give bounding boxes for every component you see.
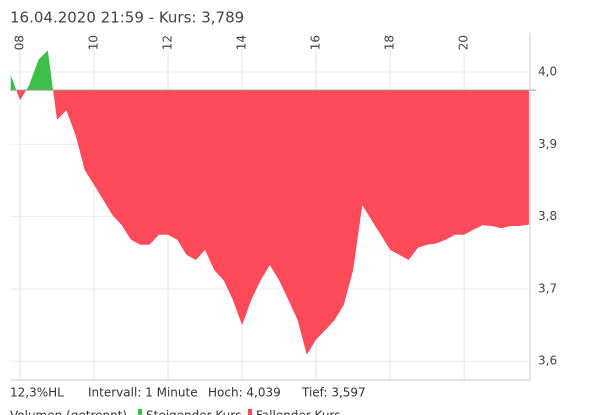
legend-label: Steigender Kurs — [146, 409, 241, 415]
x-tick-label: 12 — [161, 35, 175, 50]
legend-swatch — [138, 409, 142, 415]
y-tick-label: 3,9 — [538, 137, 557, 151]
info-text: Tief: 3,597 — [301, 386, 366, 400]
x-tick-label: 08 — [12, 35, 26, 50]
x-tick-label: 16 — [309, 35, 323, 50]
info-text: Hoch: 4,039 — [208, 386, 281, 400]
y-tick-label: 3,8 — [538, 209, 557, 223]
x-tick-label: 10 — [87, 35, 101, 50]
x-tick-label: 14 — [235, 35, 249, 50]
x-tick-label: 18 — [383, 35, 397, 50]
x-tick-label: 20 — [457, 35, 471, 50]
y-tick-label: 4,0 — [538, 65, 557, 79]
info-text: 12,3%HL — [10, 386, 64, 400]
y-tick-label: 3,6 — [538, 354, 557, 368]
y-tick-label: 3,7 — [538, 281, 557, 295]
legend-swatch — [248, 409, 252, 415]
info-text: Intervall: 1 Minute — [88, 386, 198, 400]
legend-label: Fallender Kurs — [256, 409, 341, 415]
area-down — [16, 90, 529, 355]
legend-label: Volumen (getrennt) — [10, 409, 127, 415]
chart-title: 16.04.2020 21:59 - Kurs: 3,789 — [10, 9, 244, 27]
